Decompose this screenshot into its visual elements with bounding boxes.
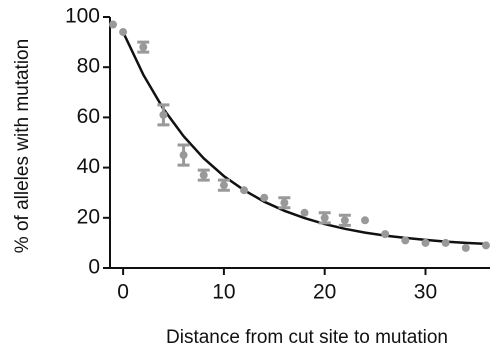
data-point xyxy=(119,28,128,37)
error-bar xyxy=(157,103,170,127)
error-bar xyxy=(217,178,230,192)
error-bar xyxy=(177,143,190,167)
data-point xyxy=(461,243,470,252)
x-tick-label: 20 xyxy=(313,281,336,304)
y-axis-title: % of alleles with mutation xyxy=(12,39,33,253)
data-point xyxy=(361,216,370,225)
error-bar xyxy=(338,213,351,227)
data-point xyxy=(260,193,269,202)
error-bar xyxy=(278,196,291,210)
data-point xyxy=(381,230,390,239)
data-point xyxy=(300,208,309,217)
y-tick-label: 100 xyxy=(65,5,100,28)
y-tick-label: 40 xyxy=(77,155,100,178)
error-bar xyxy=(318,211,331,225)
data-point xyxy=(421,238,430,247)
data-point xyxy=(109,20,118,29)
x-tick-label: 10 xyxy=(212,281,235,304)
error-bar xyxy=(137,40,150,54)
data-point xyxy=(441,238,450,247)
y-tick-label: 20 xyxy=(77,205,100,228)
x-tick-label: 30 xyxy=(414,281,437,304)
data-point xyxy=(240,186,249,195)
y-tick-label: 60 xyxy=(77,105,100,128)
error-bar xyxy=(197,168,210,182)
data-point xyxy=(401,236,410,245)
x-tick-label: 0 xyxy=(117,281,129,304)
y-tick-label: 80 xyxy=(77,55,100,78)
data-point xyxy=(481,241,490,250)
x-axis-title: Distance from cut site to mutation xyxy=(166,327,448,348)
y-tick-label: 0 xyxy=(88,256,100,279)
